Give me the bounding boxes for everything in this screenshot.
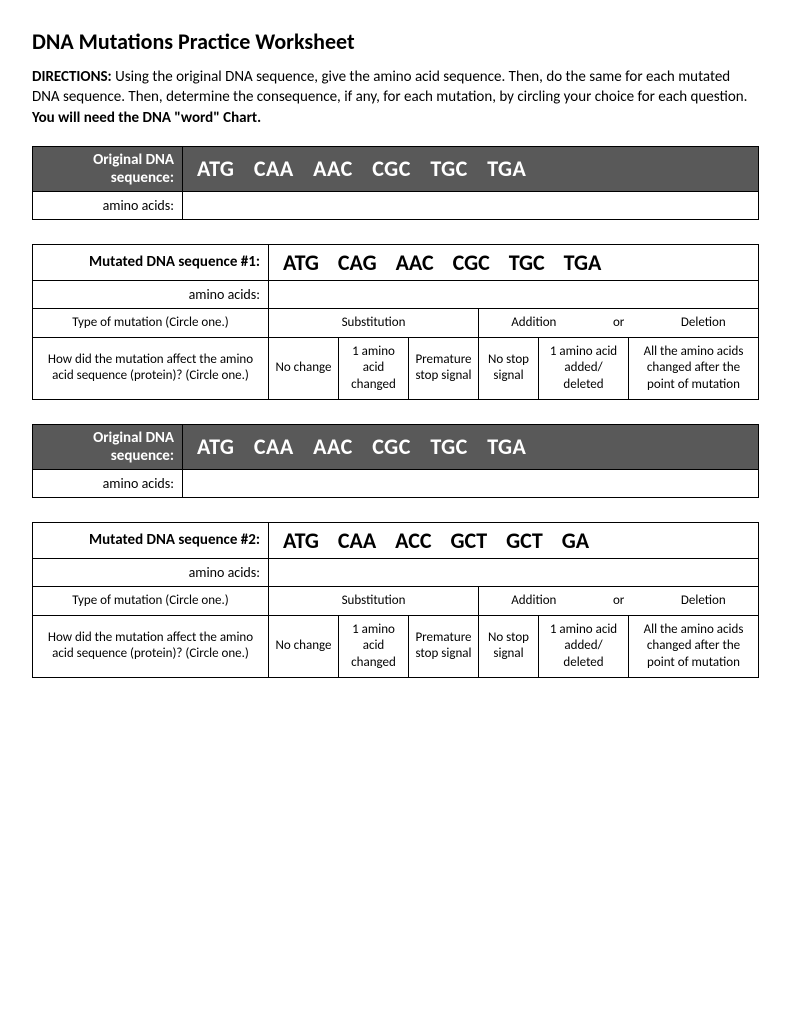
mutated-2-sequence: ATG CAA ACC GCT GCT GA: [269, 522, 759, 558]
option-deletion-2: Deletion: [675, 593, 732, 609]
type-of-mutation-label: Type of mutation (Circle one.): [33, 308, 269, 337]
option-addition-deletion-group: Addition or Deletion: [479, 308, 759, 337]
mutated-1-table: Mutated DNA sequence #1: ATG CAG AAC CGC…: [32, 244, 759, 400]
option-premature-stop: Premature stop signal: [409, 338, 479, 400]
amino-acids-label-m1: amino acids:: [33, 280, 269, 308]
option-all-changed-2: All the amino acids changed after the po…: [629, 616, 759, 678]
mutated-2-label: Mutated DNA sequence #2:: [33, 522, 269, 558]
option-substitution-2: Substitution: [269, 586, 479, 615]
mutated-1-sequence: ATG CAG AAC CGC TGC TGA: [269, 244, 759, 280]
option-addition-deletion-group-2: Addition or Deletion: [479, 586, 759, 615]
option-1aa-changed-2: 1 amino acid changed: [339, 616, 409, 678]
original-dna-sequence-2: ATG CAA AAC CGC TGC TGA: [183, 424, 759, 469]
amino-acids-blank-2: [183, 469, 759, 497]
original-dna-table-1: Original DNA sequence: ATG CAA AAC CGC T…: [32, 146, 759, 220]
amino-acids-label-2: amino acids:: [33, 469, 183, 497]
amino-acids-blank-m2: [269, 558, 759, 586]
directions-body: Using the original DNA sequence, give th…: [32, 68, 747, 106]
option-addition-2: Addition: [505, 593, 562, 609]
directions-tail: You will need the DNA "word" Chart.: [32, 109, 261, 127]
original-dna-sequence: ATG CAA AAC CGC TGC TGA: [183, 146, 759, 191]
original-dna-label: Original DNA sequence:: [33, 146, 183, 191]
option-addition: Addition: [505, 315, 562, 331]
type-of-mutation-label-2: Type of mutation (Circle one.): [33, 586, 269, 615]
option-or: or: [607, 315, 630, 331]
option-deletion: Deletion: [675, 315, 732, 331]
option-1aa-add-del: 1 amino acid added/ deleted: [539, 338, 629, 400]
original-dna-label-2: Original DNA sequence:: [33, 424, 183, 469]
option-no-change: No change: [269, 338, 339, 400]
how-affect-label-2: How did the mutation affect the amino ac…: [33, 616, 269, 678]
option-1aa-changed: 1 amino acid changed: [339, 338, 409, 400]
option-all-changed: All the amino acids changed after the po…: [629, 338, 759, 400]
amino-acids-label-m2: amino acids:: [33, 558, 269, 586]
option-substitution: Substitution: [269, 308, 479, 337]
directions-paragraph: DIRECTIONS: Using the original DNA seque…: [32, 67, 759, 128]
option-no-change-2: No change: [269, 616, 339, 678]
option-no-stop: No stop signal: [479, 338, 539, 400]
original-dna-table-2: Original DNA sequence: ATG CAA AAC CGC T…: [32, 424, 759, 498]
amino-acids-label: amino acids:: [33, 191, 183, 219]
page-title: DNA Mutations Practice Worksheet: [32, 28, 759, 55]
amino-acids-blank: [183, 191, 759, 219]
option-premature-stop-2: Premature stop signal: [409, 616, 479, 678]
mutated-1-label: Mutated DNA sequence #1:: [33, 244, 269, 280]
how-affect-label: How did the mutation affect the amino ac…: [33, 338, 269, 400]
directions-label: DIRECTIONS:: [32, 68, 112, 86]
option-1aa-add-del-2: 1 amino acid added/ deleted: [539, 616, 629, 678]
mutated-2-table: Mutated DNA sequence #2: ATG CAA ACC GCT…: [32, 522, 759, 678]
option-no-stop-2: No stop signal: [479, 616, 539, 678]
amino-acids-blank-m1: [269, 280, 759, 308]
option-or-2: or: [607, 593, 630, 609]
